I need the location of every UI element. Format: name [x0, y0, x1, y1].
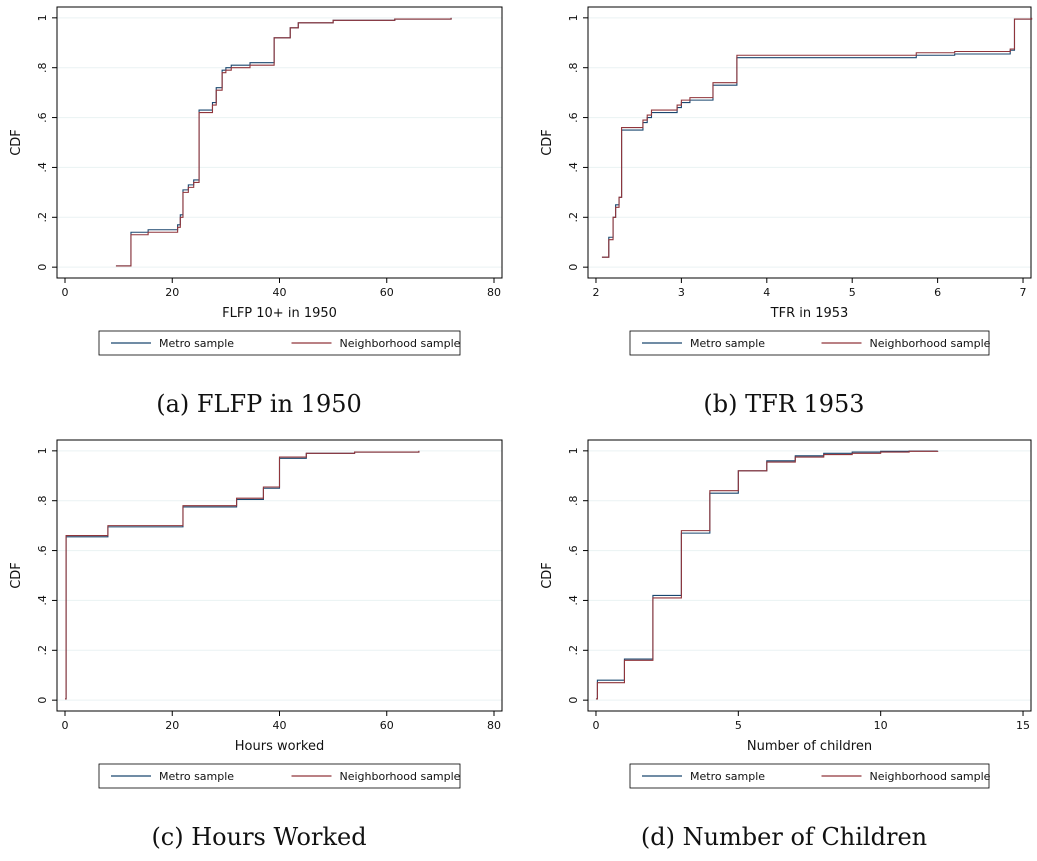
x-tick-label: 10: [874, 719, 888, 732]
y-tick-label: 0: [36, 264, 49, 271]
y-tick-label: .8: [567, 495, 580, 506]
caption-c: (c) Hours Worked: [151, 823, 367, 851]
y-tick-label: .6: [36, 545, 49, 556]
x-tick-label: 40: [273, 719, 287, 732]
plot-frame: [587, 439, 1032, 712]
legend-box: [98, 330, 461, 356]
y-tick-label: .4: [567, 162, 580, 173]
series-line-neighborhood: [115, 17, 452, 267]
x-tick-label: 20: [165, 286, 179, 299]
chart-c: 0 .2 .4 .6 .8 1 0 20 40 60 80 Hours worked CDF Metro …: [9, 439, 503, 789]
series-line-neighborhood: [601, 17, 1033, 258]
x-tick-label: 2: [592, 286, 599, 299]
legend-label: Neighborhood sample: [340, 770, 461, 783]
x-tick-label: 60: [380, 286, 394, 299]
x-axis-title: FLFP 10+ in 1950: [222, 306, 337, 321]
y-axis-title: CDF: [540, 562, 555, 589]
y-axis-title: CDF: [9, 129, 24, 156]
y-tick-label: 0: [36, 697, 49, 704]
legend-box: [629, 763, 990, 789]
legend-label: Metro sample: [690, 337, 765, 350]
x-tick-label: 20: [165, 719, 179, 732]
panel-d: 0.2.4.6.8 1 0 5 10 15 Number of children CDF Met…: [531, 433, 1037, 861]
legend-label: Neighborhood sample: [870, 337, 991, 350]
y-tick-label: .2: [36, 212, 49, 223]
y-tick-label: .2: [567, 212, 580, 223]
x-tick-label: 80: [487, 286, 501, 299]
y-tick-label: 0: [567, 697, 580, 704]
x-tick-label: 0: [592, 719, 599, 732]
y-tick-label: .4: [36, 595, 49, 606]
panel-b: 0 .2 .4 .6 .8 1 2 3 4 5 6 7 TFR in 1953 CDF Metro samp…: [531, 0, 1037, 428]
y-tick-label: .6: [567, 112, 580, 123]
x-tick-label: 6: [934, 286, 941, 299]
y-tick-label: 0: [567, 264, 580, 271]
y-axis-title: CDF: [9, 562, 24, 589]
legend-label: Neighborhood sample: [340, 337, 461, 350]
plot-frame: [56, 6, 503, 279]
y-tick-label: .6: [36, 112, 49, 123]
y-tick-label: 1: [567, 14, 580, 21]
y-axis-title: CDF: [540, 129, 555, 156]
y-tick-label: .4: [567, 595, 580, 606]
legend-label: Neighborhood sample: [870, 770, 991, 783]
y-tick-label: .2: [567, 645, 580, 656]
chart-a: 0 .2 .4 .6 .8 1 0 20 40 60 80 FLFP 10+ in 1950 CDF Me…: [9, 6, 503, 356]
x-axis-title: Hours worked: [235, 739, 324, 754]
x-tick-label: 3: [678, 286, 685, 299]
legend-label: Metro sample: [159, 337, 234, 350]
legend-label: Metro sample: [690, 770, 765, 783]
panel-c: 0 .2 .4 .6 .8 1 0 20 40 60 80 Hours worked CDF Metro …: [0, 433, 518, 861]
y-tick-label: .8: [36, 62, 49, 73]
caption-a: (a) FLFP in 1950: [156, 390, 362, 418]
x-axis-title: Number of children: [747, 739, 872, 754]
x-tick-label: 5: [849, 286, 856, 299]
series-line-metro: [115, 17, 452, 267]
caption-d: (d) Number of Children: [640, 823, 928, 851]
y-tick-label: 1: [36, 14, 49, 21]
y-tick-label: 1: [567, 447, 580, 454]
x-tick-label: 4: [763, 286, 770, 299]
series-line-metro: [65, 450, 420, 700]
series-line-neighborhood: [65, 450, 420, 700]
x-tick-label: 60: [380, 719, 394, 732]
x-tick-label: 5: [735, 719, 742, 732]
series-line-metro: [601, 17, 1033, 258]
x-axis-title: TFR in 1953: [770, 306, 849, 321]
plot-frame: [587, 6, 1032, 279]
legend-box: [629, 330, 990, 356]
x-tick-label: 80: [487, 719, 501, 732]
y-tick-label: .2: [36, 645, 49, 656]
panel-a: 0 .2 .4 .6 .8 1 0 20 40 60 80 FLFP 10+ in 1950 CDF Me…: [0, 0, 518, 428]
caption-b: (b) TFR 1953: [703, 390, 865, 418]
x-tick-label: 40: [273, 286, 287, 299]
legend-label: Metro sample: [159, 770, 234, 783]
x-tick-label: 0: [62, 286, 69, 299]
x-tick-label: 15: [1016, 719, 1030, 732]
y-tick-label: .4: [36, 162, 49, 173]
y-tick-label: 1: [36, 447, 49, 454]
x-tick-label: 0: [62, 719, 69, 732]
y-tick-label: .8: [567, 62, 580, 73]
x-tick-label: 7: [1020, 286, 1027, 299]
y-tick-label: .6: [567, 545, 580, 556]
series-line-metro: [595, 450, 939, 700]
legend-box: [98, 763, 461, 789]
series-line-neighborhood: [595, 450, 939, 700]
y-tick-label: .8: [36, 495, 49, 506]
chart-b: 0 .2 .4 .6 .8 1 2 3 4 5 6 7 TFR in 1953 CDF Metro samp…: [540, 6, 1033, 356]
